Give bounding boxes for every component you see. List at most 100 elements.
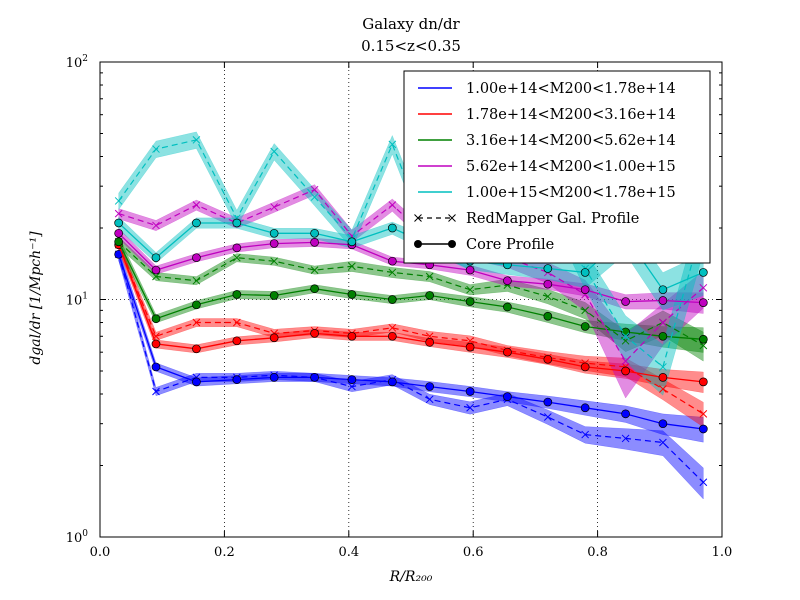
core-marker xyxy=(465,342,475,352)
redmapper-marker xyxy=(388,201,397,209)
core-marker xyxy=(347,331,357,341)
core-marker xyxy=(310,284,319,294)
core-marker xyxy=(269,228,279,238)
redmapper-marker xyxy=(232,253,241,262)
core-marker xyxy=(232,218,242,228)
core-marker xyxy=(503,302,512,312)
redmapper-marker xyxy=(466,403,474,412)
core-marker xyxy=(580,285,590,295)
core-marker xyxy=(543,264,553,273)
core-marker xyxy=(503,392,512,401)
redmapper-marker xyxy=(581,430,590,439)
core-marker xyxy=(387,256,397,266)
core-marker xyxy=(151,362,161,372)
core-marker xyxy=(114,228,124,238)
redmapper-marker xyxy=(543,292,552,301)
core-marker xyxy=(151,253,161,263)
core-marker xyxy=(114,237,124,247)
core-marker xyxy=(387,377,397,387)
core-marker xyxy=(387,295,397,304)
y-tick-label: 102 xyxy=(66,54,88,71)
core-line-0 xyxy=(118,254,704,430)
redmapper-marker xyxy=(388,140,397,149)
redmapper-marker xyxy=(152,145,160,153)
core-line-2 xyxy=(118,241,704,340)
core-marker xyxy=(151,339,161,349)
redmapper-marker xyxy=(699,341,708,350)
core-marker xyxy=(347,290,357,299)
redmapper-marker xyxy=(192,136,201,144)
core-marker xyxy=(503,276,512,286)
redmapper-marker xyxy=(348,262,356,271)
core-marker xyxy=(192,218,201,228)
core-marker xyxy=(465,387,475,396)
redmapper-marker xyxy=(659,318,667,327)
redmapper-marker xyxy=(114,197,123,205)
core-marker xyxy=(698,377,708,387)
core-marker xyxy=(698,334,708,344)
redmapper-band-0 xyxy=(118,248,704,500)
core-marker xyxy=(347,237,357,247)
core-line-1 xyxy=(118,244,704,383)
core-marker xyxy=(698,424,708,434)
redmapper-marker xyxy=(543,413,552,421)
legend-label: 5.62e+14<M200<1.00e+15 xyxy=(466,159,676,175)
legend-label: 1.78e+14<M200<3.16e+14 xyxy=(466,107,676,123)
tick-labels: 0.0 0.2 0.4 0.6 0.8 1.0 100 101 102 xyxy=(66,54,733,560)
core-marker xyxy=(465,297,475,306)
redmapper-marker xyxy=(466,336,474,345)
core-marker xyxy=(387,331,397,341)
core-marker xyxy=(621,297,630,306)
legend-label: 1.00e+15<M200<1.78e+15 xyxy=(466,185,676,201)
core-band-3 xyxy=(118,227,704,314)
core-marker xyxy=(387,223,397,233)
core-marker xyxy=(543,397,553,407)
core-marker xyxy=(269,239,279,248)
core-marker xyxy=(465,265,475,275)
core-marker xyxy=(543,279,553,289)
legend-marker xyxy=(448,214,456,222)
core-marker xyxy=(232,243,242,253)
core-marker xyxy=(425,338,435,347)
core-marker xyxy=(192,344,201,354)
y-axis-label: dgal/dr [1/Mpch⁻¹] xyxy=(28,231,44,365)
redmapper-marker xyxy=(388,323,397,332)
core-marker xyxy=(151,265,161,275)
redmapper-marker xyxy=(152,387,160,396)
redmapper-band-2 xyxy=(118,236,704,362)
redmapper-marker xyxy=(621,332,630,341)
core-marker xyxy=(425,382,435,391)
legend-label: RedMapper Gal. Profile xyxy=(466,211,639,227)
legend-marker xyxy=(448,240,456,248)
x-tick-label: 0.4 xyxy=(338,545,359,560)
core-band-0 xyxy=(118,248,704,443)
redmapper-marker xyxy=(152,221,160,230)
core-marker xyxy=(621,409,630,419)
legend-label: 3.16e+14<M200<5.62e+14 xyxy=(466,133,676,149)
redmapper-marker xyxy=(425,395,434,404)
core-marker xyxy=(232,290,242,299)
core-marker xyxy=(580,322,590,331)
redmapper-marker xyxy=(114,209,123,218)
legend-marker xyxy=(414,240,422,248)
redmapper-marker xyxy=(425,272,434,281)
core-band-2 xyxy=(118,236,704,353)
core-marker xyxy=(151,314,161,324)
legend-box xyxy=(403,70,711,264)
y-tick-label: 100 xyxy=(66,529,89,546)
core-marker xyxy=(192,300,201,310)
core-marker xyxy=(503,347,512,357)
y-tick-label: 101 xyxy=(66,292,88,309)
x-axis-label: R/R₂₀₀ xyxy=(389,569,433,585)
core-marker xyxy=(425,291,435,300)
core-marker xyxy=(658,296,668,305)
x-tick-label: 0.6 xyxy=(463,545,484,560)
core-marker xyxy=(658,331,668,341)
core-marker xyxy=(621,327,630,337)
core-marker xyxy=(347,375,357,384)
core-marker xyxy=(658,285,668,295)
core-marker xyxy=(114,218,124,228)
x-tick-label: 0.2 xyxy=(214,545,235,560)
redmapper-marker xyxy=(659,438,667,447)
